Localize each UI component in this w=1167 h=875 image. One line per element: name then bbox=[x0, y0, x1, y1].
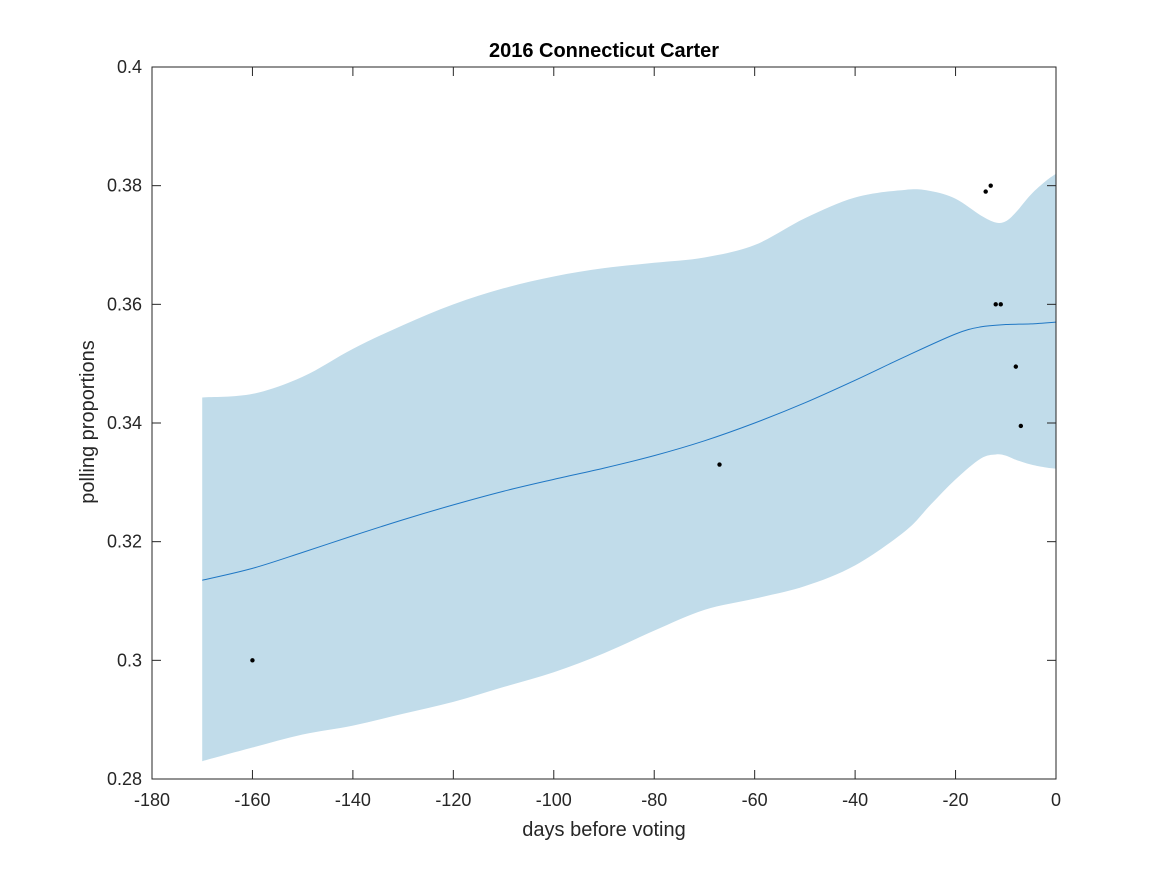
x-tick-label: -40 bbox=[842, 790, 868, 810]
poll-point bbox=[717, 462, 722, 467]
trend-line-layer bbox=[202, 321, 1057, 581]
y-tick-label: 0.34 bbox=[107, 413, 142, 433]
y-tick-label: 0.38 bbox=[107, 176, 142, 196]
y-tick-label: 0.32 bbox=[107, 532, 142, 552]
poll-points-layer bbox=[250, 183, 1024, 663]
x-tick-label: -160 bbox=[234, 790, 270, 810]
y-tick-label: 0.36 bbox=[107, 294, 142, 314]
x-tick-label: -180 bbox=[134, 790, 170, 810]
poll-point bbox=[998, 302, 1003, 307]
ticks-layer: -180 -160 -140 -120 -100 -80 -60 -40 -20 0 0.28 0.3… bbox=[107, 57, 1061, 810]
x-tick-label: 0 bbox=[1051, 790, 1061, 810]
poll-point bbox=[988, 183, 993, 188]
poll-point bbox=[983, 189, 988, 194]
x-tick-label: -20 bbox=[943, 790, 969, 810]
x-tick-label: -120 bbox=[435, 790, 471, 810]
poll-point bbox=[993, 302, 998, 307]
x-tick-label: -140 bbox=[335, 790, 371, 810]
confidence-band-layer bbox=[202, 173, 1057, 762]
y-tick-label: 0.4 bbox=[117, 57, 142, 77]
chart-title: 2016 Connecticut Carter bbox=[489, 40, 719, 62]
x-tick-label: -60 bbox=[742, 790, 768, 810]
y-tick-label: 0.3 bbox=[117, 650, 142, 670]
x-tick-label: -80 bbox=[641, 790, 667, 810]
y-tick-label: 0.28 bbox=[107, 769, 142, 789]
y-axis-label: polling proportions bbox=[77, 340, 99, 503]
confidence-band bbox=[202, 173, 1057, 762]
trend-line bbox=[202, 321, 1057, 581]
poll-point bbox=[250, 658, 255, 663]
x-axis-label: days before voting bbox=[522, 819, 685, 841]
poll-point bbox=[1018, 423, 1024, 429]
x-tick-label: -100 bbox=[536, 790, 572, 810]
poll-point bbox=[1013, 364, 1019, 369]
